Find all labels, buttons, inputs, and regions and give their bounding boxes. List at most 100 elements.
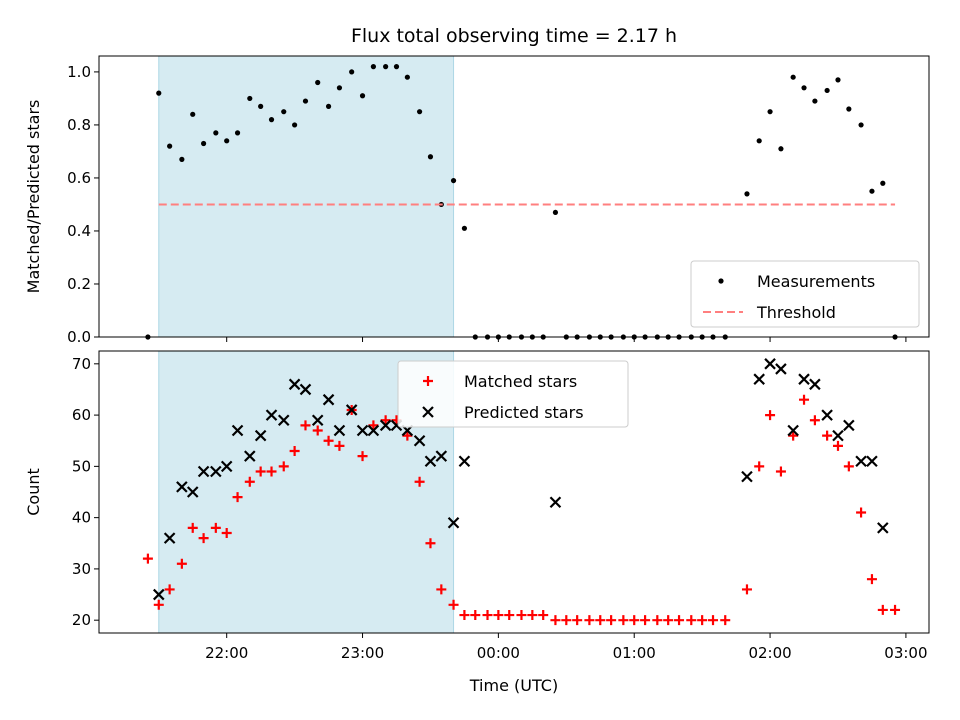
data-point bbox=[380, 415, 391, 426]
data-point bbox=[325, 103, 332, 109]
data-point bbox=[356, 424, 369, 437]
data-point bbox=[402, 430, 413, 441]
data-point bbox=[869, 188, 875, 194]
x-tick-label: 00:00 bbox=[477, 644, 520, 662]
data-point bbox=[198, 533, 209, 544]
y-tick-label: 40 bbox=[72, 509, 91, 527]
data-point bbox=[163, 532, 176, 544]
data-point bbox=[459, 610, 470, 621]
data-point bbox=[176, 558, 187, 569]
observing-interval-shade bbox=[158, 55, 455, 338]
data-point bbox=[334, 440, 345, 451]
data-point bbox=[176, 481, 188, 493]
data-point bbox=[416, 109, 423, 115]
y-tick-label: 0.4 bbox=[67, 222, 91, 240]
legend: Matched stars Predicted stars bbox=[397, 360, 629, 428]
data-point bbox=[550, 615, 561, 626]
data-point bbox=[435, 450, 448, 462]
y-tick-label: 0.6 bbox=[67, 169, 91, 187]
data-point bbox=[767, 109, 773, 115]
count-panel: 20 30 40 50 60 70 22:00 23:00 00:00 01:00 02:00 03:… bbox=[24, 350, 930, 662]
data-point bbox=[322, 393, 335, 406]
data-point bbox=[231, 424, 244, 437]
data-point bbox=[856, 507, 867, 518]
legend-label: Measurements bbox=[757, 272, 875, 291]
legend-label: Predicted stars bbox=[464, 403, 584, 422]
data-point bbox=[458, 455, 471, 468]
data-point bbox=[210, 522, 221, 533]
data-point bbox=[824, 87, 830, 94]
data-point bbox=[584, 615, 595, 626]
data-point bbox=[404, 74, 410, 80]
data-point bbox=[858, 122, 864, 128]
x-tick-label: 22:00 bbox=[205, 644, 248, 662]
x-tick-label: 02:00 bbox=[748, 644, 791, 662]
x-axis-label: Time (UTC) bbox=[469, 676, 558, 695]
legend-label: Threshold bbox=[756, 303, 836, 322]
y-tick-label: 30 bbox=[72, 560, 91, 578]
data-point bbox=[561, 615, 572, 626]
data-point bbox=[753, 373, 765, 385]
data-point bbox=[213, 130, 219, 136]
data-point bbox=[652, 615, 663, 626]
data-point bbox=[835, 77, 841, 83]
legend-marker-swatch bbox=[422, 406, 434, 418]
y-tick-label: 70 bbox=[72, 355, 91, 373]
axes-frame bbox=[98, 55, 930, 338]
y-axis-label: Count bbox=[24, 468, 43, 516]
data-point bbox=[482, 610, 493, 621]
data-point bbox=[311, 414, 324, 426]
x-tick-label: 03:00 bbox=[884, 644, 927, 662]
data-point bbox=[756, 138, 762, 144]
data-point bbox=[436, 584, 447, 595]
data-point bbox=[427, 154, 434, 160]
legend: Measurements Threshold bbox=[690, 260, 920, 328]
data-point bbox=[877, 522, 889, 534]
data-point bbox=[187, 522, 198, 533]
y-tick-label: 50 bbox=[72, 457, 91, 475]
data-point bbox=[315, 79, 321, 86]
data-point bbox=[292, 122, 298, 128]
data-point bbox=[258, 103, 264, 109]
data-point bbox=[289, 445, 300, 456]
data-point bbox=[595, 615, 606, 626]
data-point bbox=[413, 434, 426, 447]
data-point bbox=[890, 604, 901, 615]
data-point bbox=[323, 435, 334, 446]
data-point bbox=[832, 429, 844, 442]
data-point bbox=[153, 599, 164, 610]
y-tick-label: 0.2 bbox=[67, 275, 91, 293]
data-point bbox=[383, 64, 389, 70]
data-point bbox=[855, 455, 867, 468]
data-point bbox=[336, 85, 343, 91]
data-point bbox=[186, 486, 199, 498]
data-point bbox=[822, 430, 833, 441]
data-point bbox=[265, 409, 278, 421]
data-point bbox=[333, 424, 346, 437]
series-predicted-stars bbox=[152, 358, 889, 601]
data-point bbox=[538, 610, 549, 621]
data-point bbox=[179, 156, 185, 162]
data-point bbox=[629, 615, 640, 626]
data-point bbox=[674, 615, 685, 626]
data-point bbox=[370, 64, 377, 70]
data-point bbox=[470, 610, 481, 621]
legend-marker-swatch bbox=[718, 278, 724, 284]
y-tick-label: 1.0 bbox=[67, 63, 91, 81]
data-point bbox=[164, 584, 175, 595]
legend-label: Matched stars bbox=[464, 372, 577, 391]
data-point bbox=[190, 111, 196, 117]
ratio-panel: 0.0 0.2 0.4 0.6 0.8 1.0 Matched/Predicted star… bbox=[24, 55, 930, 346]
data-point bbox=[504, 610, 515, 621]
data-point bbox=[368, 420, 379, 431]
data-point bbox=[741, 584, 752, 595]
data-point bbox=[778, 146, 784, 152]
data-point bbox=[549, 496, 562, 509]
data-point bbox=[266, 466, 277, 477]
x-tick-label: 01:00 bbox=[613, 644, 656, 662]
data-point bbox=[379, 419, 392, 432]
x-tick-label: 23:00 bbox=[341, 644, 384, 662]
data-point bbox=[367, 424, 380, 437]
